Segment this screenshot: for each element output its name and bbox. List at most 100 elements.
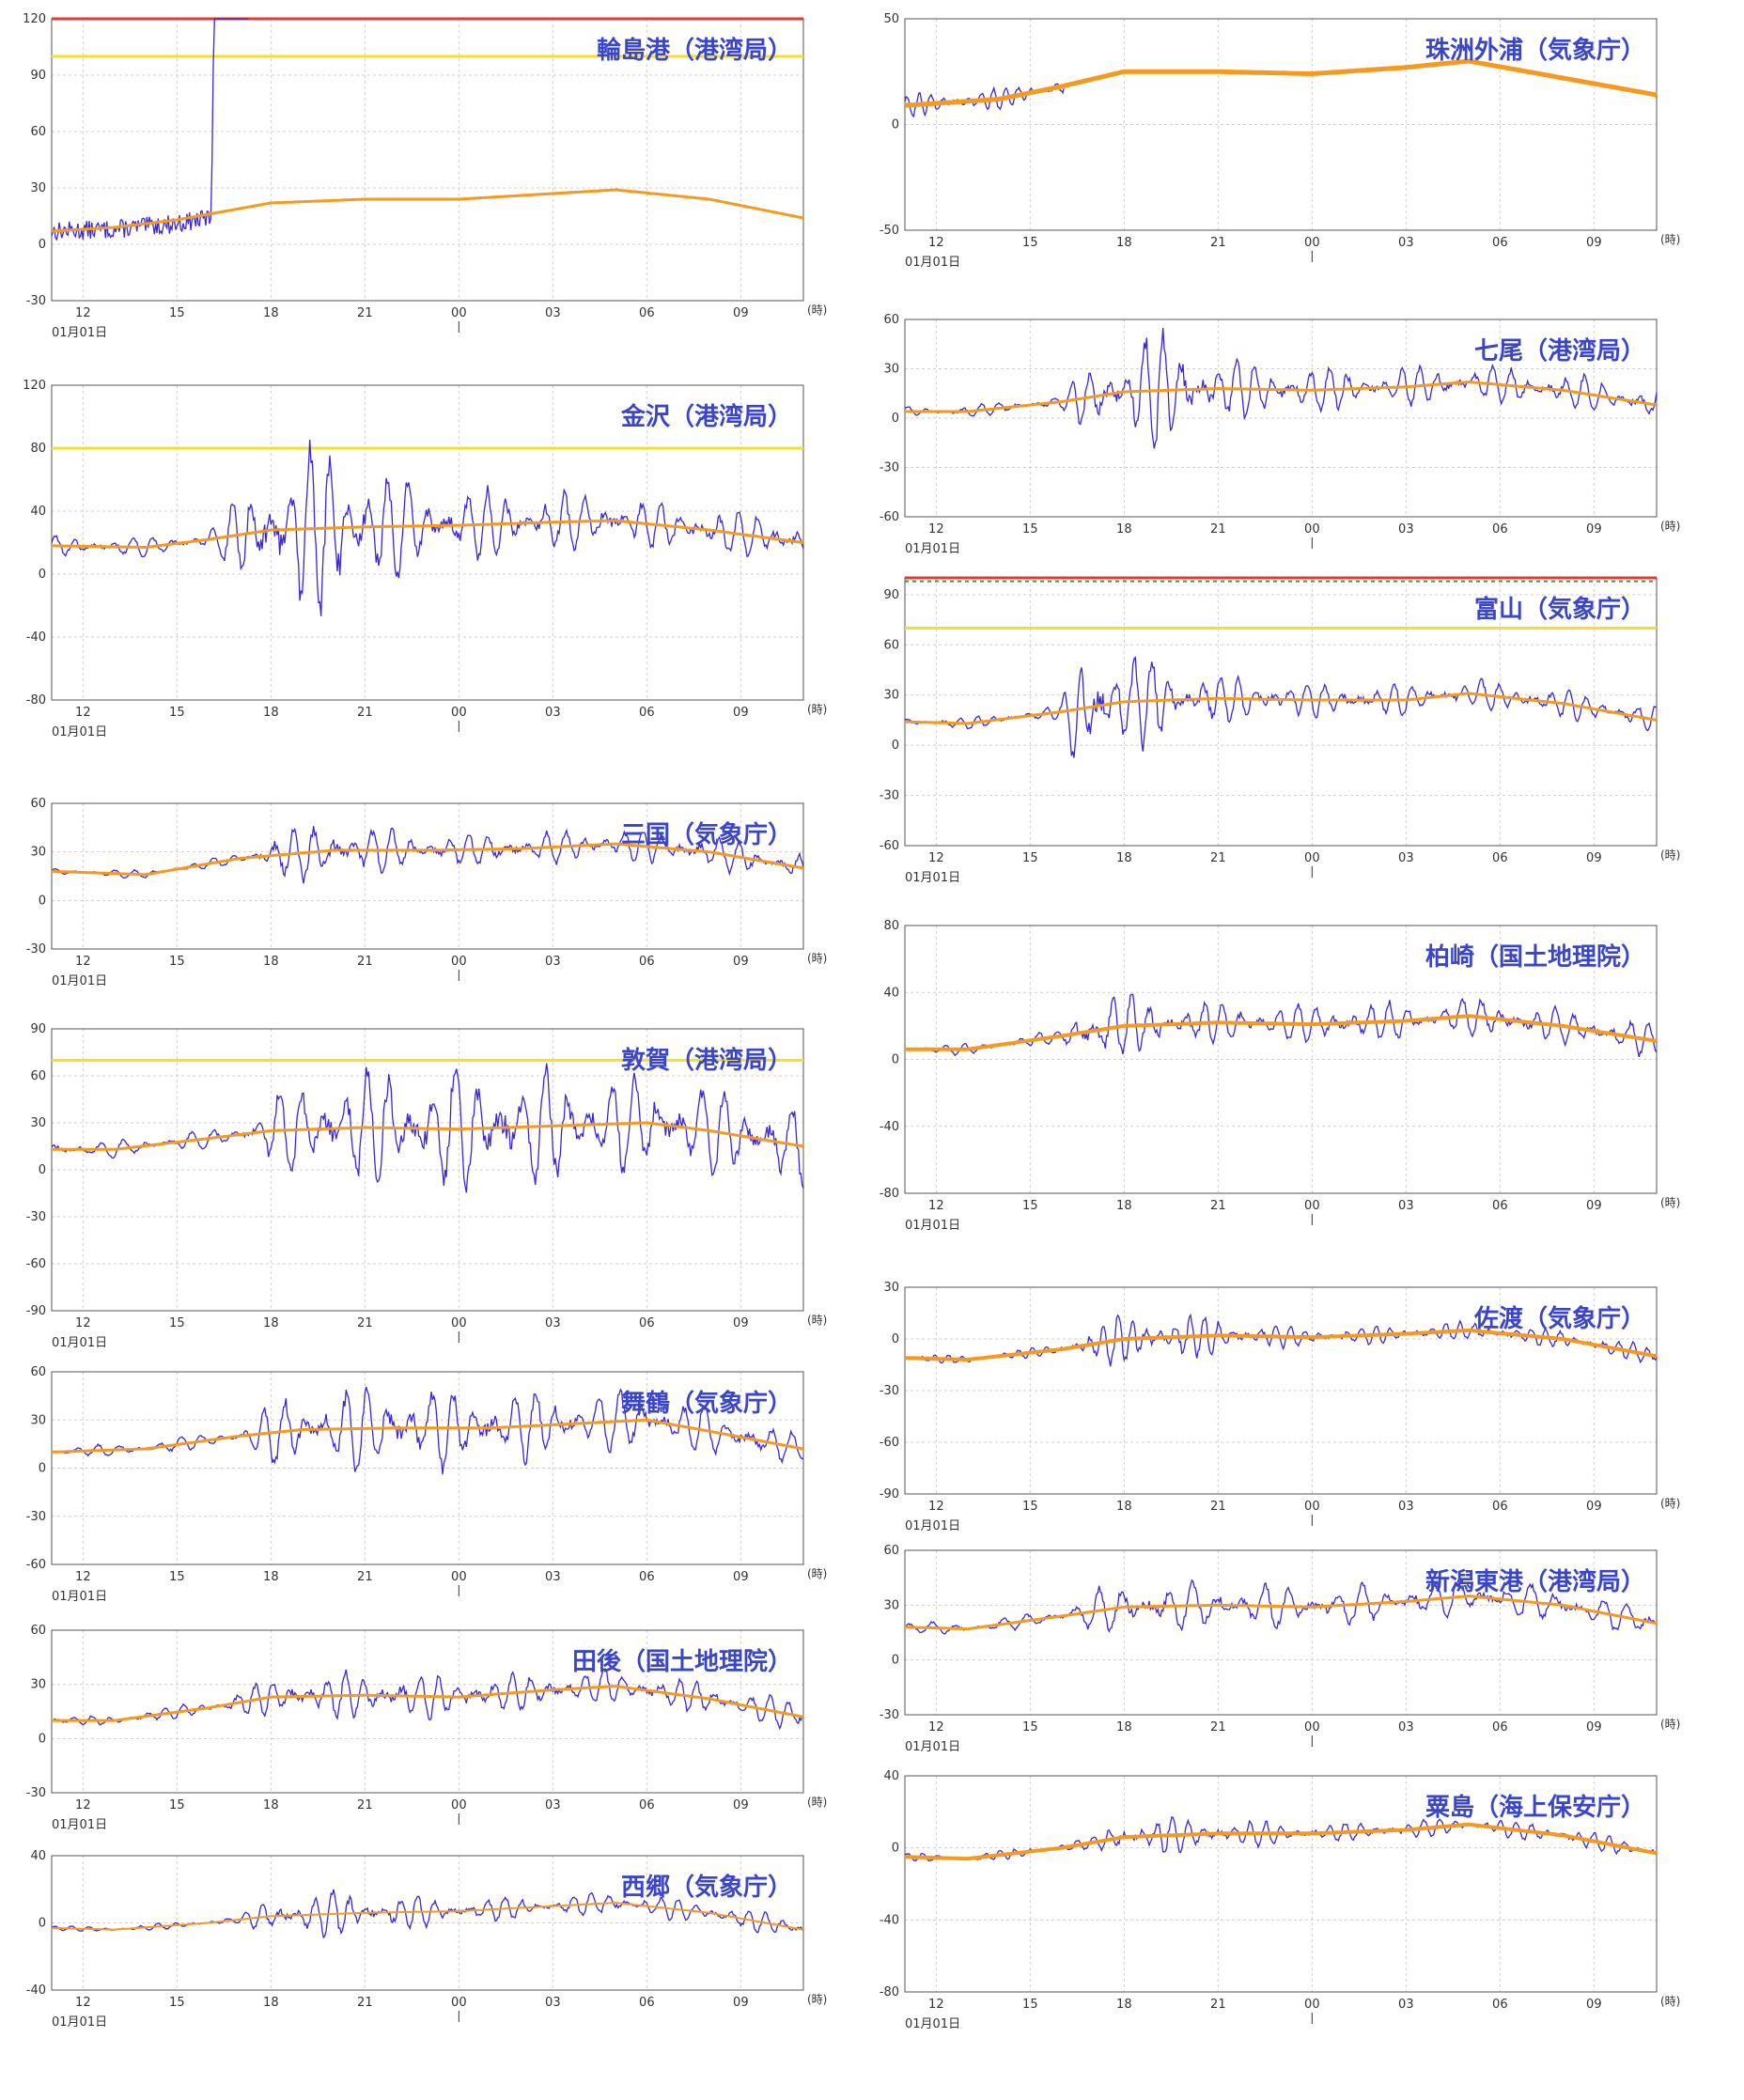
x-unit-label: (時) xyxy=(1660,520,1680,533)
x-tick-label: 15 xyxy=(169,1798,185,1812)
x-tick-label: 15 xyxy=(169,955,185,969)
x-tick-label: 12 xyxy=(75,1996,91,2010)
y-tick-label: 0 xyxy=(892,1332,899,1346)
predicted-series-line xyxy=(904,58,1658,108)
chart-panel-14: -80 -40 0 40 12 15 18 21 00 03 06 09 01月01日 (時) 粟島（海上保… xyxy=(880,1769,1681,2031)
y-tick-label: 80 xyxy=(883,919,899,933)
y-tick-label: 60 xyxy=(30,1069,46,1083)
chart-panel-5: -60 -30 0 30 60 12 15 18 21 00 03 06 09 01月01日 (時) 舞鶴（気… xyxy=(26,1365,828,1604)
x-unit-label: (時) xyxy=(807,1567,827,1580)
y-tick-label: 30 xyxy=(30,1116,46,1130)
date-label: 01月01日 xyxy=(905,871,960,885)
chart-panel-8: -50 0 50 12 15 18 21 00 03 06 09 01月01日 (時) 珠洲外浦（気象庁） xyxy=(880,12,1681,270)
observed-series-line xyxy=(51,18,249,241)
x-tick-label: 15 xyxy=(1022,236,1038,250)
x-tick-label: 12 xyxy=(75,306,91,320)
x-tick-label: 09 xyxy=(733,1798,749,1812)
y-tick-label: -30 xyxy=(26,1210,46,1224)
station-title: 粟島（海上保安庁） xyxy=(1425,1793,1645,1822)
y-tick-label: 30 xyxy=(883,689,899,703)
x-tick-label: 21 xyxy=(1210,522,1226,537)
y-tick-label: -50 xyxy=(880,224,899,238)
x-unit-label: (時) xyxy=(807,703,827,716)
x-tick-label: 21 xyxy=(1210,1720,1226,1734)
x-unit-label: (時) xyxy=(807,1993,827,2006)
observed-series-line xyxy=(904,1577,1658,1635)
y-tick-label: 60 xyxy=(883,1544,899,1558)
y-tick-label: -30 xyxy=(26,1786,46,1800)
x-tick-label: 12 xyxy=(928,522,944,537)
predicted-series-line xyxy=(905,381,1658,413)
x-tick-label: 00 xyxy=(451,306,467,320)
y-tick-label: 60 xyxy=(30,797,46,811)
y-tick-label: 60 xyxy=(30,125,46,139)
predicted-series-line xyxy=(52,1685,804,1722)
x-unit-label: (時) xyxy=(1660,1497,1680,1510)
y-tick-label: -40 xyxy=(26,630,46,645)
station-title: 富山（気象庁） xyxy=(1474,595,1645,624)
y-tick-label: 120 xyxy=(23,379,46,393)
x-tick-label: 03 xyxy=(1398,851,1414,865)
y-tick-label: 80 xyxy=(30,442,46,456)
station-title: 七尾（港湾局） xyxy=(1474,336,1645,366)
x-tick-label: 21 xyxy=(357,1798,373,1812)
x-tick-label: 18 xyxy=(1116,1998,1132,2012)
x-tick-label: 06 xyxy=(639,1570,655,1584)
predicted-series-line xyxy=(904,1594,1658,1631)
y-tick-label: 30 xyxy=(30,1678,46,1692)
y-tick-label: -40 xyxy=(880,1913,899,1927)
date-label: 01月01日 xyxy=(905,1519,960,1533)
x-tick-label: 03 xyxy=(1398,522,1414,537)
y-tick-label: 40 xyxy=(883,986,899,1000)
y-tick-label: 90 xyxy=(30,1022,46,1036)
station-title: 三国（気象庁） xyxy=(621,820,792,849)
x-tick-label: 00 xyxy=(451,706,467,720)
y-tick-label: 30 xyxy=(30,1413,46,1427)
x-tick-label: 18 xyxy=(263,1570,279,1584)
chart-panel-7: -40 0 40 12 15 18 21 00 03 06 09 01月01日 (時) 西郷（気象庁） xyxy=(26,1849,828,2030)
y-tick-label: 40 xyxy=(30,1849,46,1863)
x-unit-label: (時) xyxy=(807,303,827,317)
y-tick-label: -60 xyxy=(880,1436,899,1450)
x-unit-label: (時) xyxy=(1660,233,1680,246)
x-tick-label: 12 xyxy=(75,706,91,720)
x-tick-label: 21 xyxy=(1210,1199,1226,1213)
x-tick-label: 15 xyxy=(1022,851,1038,865)
chart-panel-2: -80 -40 0 40 80 120 12 15 18 21 00 03 06 09 01月01日 (時) 金… xyxy=(23,379,827,739)
y-tick-label: 90 xyxy=(30,69,46,83)
y-tick-label: -30 xyxy=(26,942,46,957)
plot-frame xyxy=(904,18,1658,231)
x-tick-label: 03 xyxy=(545,306,561,320)
station-title: 新潟東港（港湾局） xyxy=(1425,1567,1645,1596)
x-tick-label: 09 xyxy=(733,1316,749,1330)
x-tick-label: 21 xyxy=(1210,1998,1226,2012)
y-tick-label: -30 xyxy=(880,789,899,803)
x-tick-label: 03 xyxy=(545,1570,561,1584)
observed-series-line xyxy=(51,1668,804,1731)
x-tick-label: 21 xyxy=(1210,851,1226,865)
y-tick-label: -80 xyxy=(880,1985,899,1999)
x-tick-label: 00 xyxy=(451,955,467,969)
plot-frame xyxy=(51,802,804,950)
y-tick-label: 0 xyxy=(39,1732,46,1746)
observed-series-line xyxy=(904,993,1658,1057)
plot-frame xyxy=(904,1549,1658,1716)
x-tick-label: 06 xyxy=(639,1996,655,2010)
y-tick-label: 90 xyxy=(883,588,899,602)
plot-frame xyxy=(51,1855,804,1991)
chart-panel-6: -30 0 30 60 12 15 18 21 00 03 06 09 01月01日 (時) 田後（国土地理… xyxy=(26,1624,828,1832)
y-tick-label: 30 xyxy=(30,846,46,860)
y-tick-label: -90 xyxy=(880,1487,899,1501)
plot-frame xyxy=(904,319,1658,518)
x-unit-label: (時) xyxy=(807,952,827,965)
x-tick-label: 15 xyxy=(169,706,185,720)
x-tick-label: 18 xyxy=(263,706,279,720)
y-tick-label: -80 xyxy=(26,693,46,708)
y-tick-label: -60 xyxy=(880,510,899,524)
y-tick-label: -90 xyxy=(26,1304,46,1318)
date-label: 01月01日 xyxy=(52,1590,107,1604)
x-tick-label: 03 xyxy=(545,706,561,720)
date-label: 01月01日 xyxy=(52,1818,107,1832)
date-label: 01月01日 xyxy=(52,326,107,340)
